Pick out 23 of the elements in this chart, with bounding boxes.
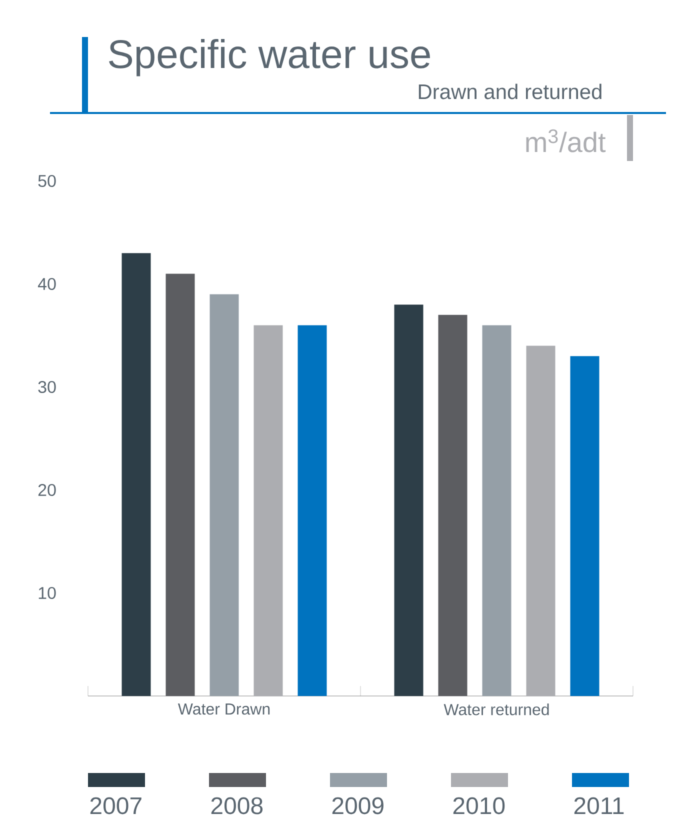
- y-tick-label: 30: [38, 380, 56, 394]
- legend-label: 2010: [453, 797, 505, 814]
- bar: [122, 253, 151, 696]
- legend-label: 2009: [332, 797, 384, 814]
- bar: [254, 325, 283, 696]
- y-tick-label: 40: [38, 278, 56, 290]
- bar: [482, 325, 512, 696]
- bar: [570, 356, 600, 696]
- y-tick-label: 10: [38, 586, 56, 600]
- y-tick-label: 50: [38, 174, 56, 188]
- x-tick-label: Water Drawn: [178, 704, 270, 715]
- legend-label: 2008: [211, 797, 263, 814]
- bar: [526, 346, 556, 696]
- bar: [210, 294, 239, 696]
- bar: [394, 304, 424, 696]
- bar: [298, 325, 327, 696]
- y-tick-label: 20: [38, 484, 56, 496]
- legend-label: 2011: [574, 797, 624, 814]
- x-tick-label: Water returned: [444, 704, 549, 716]
- legend-label: 2007: [90, 797, 142, 814]
- y-axis-title: m$^{3}$/adt: [526, 129, 606, 152]
- chart-subtitle: Drawn and returned: [418, 84, 602, 100]
- chart-title: Specific water use: [109, 39, 430, 76]
